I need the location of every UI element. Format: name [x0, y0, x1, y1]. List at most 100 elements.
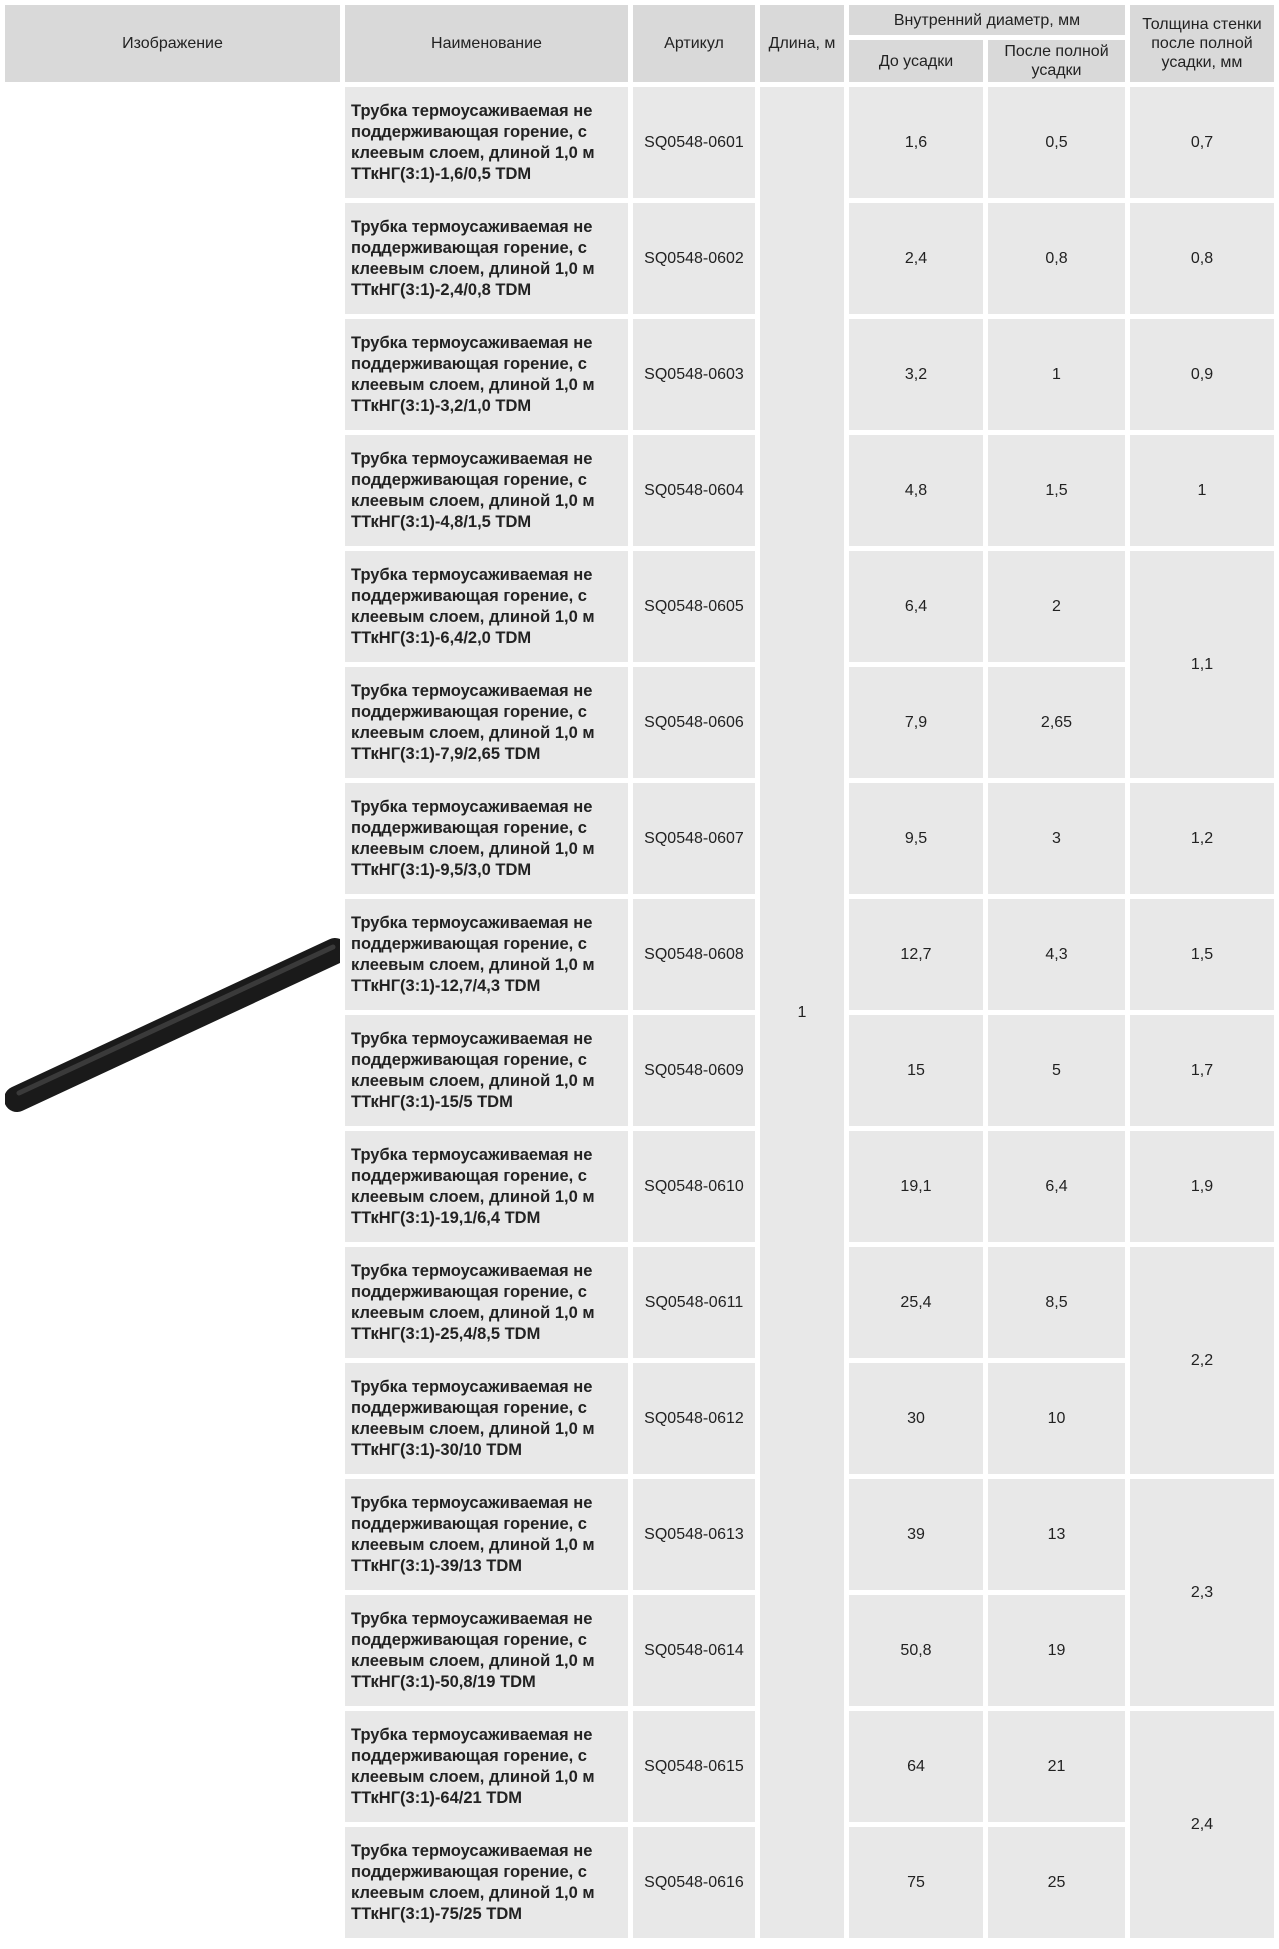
header-cell: Артикул: [633, 5, 755, 82]
after-cell: 6,4: [988, 1131, 1125, 1242]
article-cell: SQ0548-0608: [633, 899, 755, 1010]
table-row: Трубка термоусаживаемая не поддерживающа…: [5, 1247, 1274, 1474]
article-cell: SQ0548-0606: [633, 667, 755, 778]
header-cell: Толщина стенки после полной усадки, мм: [1130, 5, 1274, 82]
article-cell: SQ0548-0611: [633, 1247, 755, 1358]
before-cell: 50,8: [849, 1595, 983, 1706]
thickness-cell: 2,2: [1130, 1247, 1274, 1474]
after-cell: 25: [988, 1827, 1125, 1938]
table-row: Трубка термоусаживаемая не поддерживающа…: [5, 319, 1274, 430]
article-cell: SQ0548-0610: [633, 1131, 755, 1242]
article-cell: SQ0548-0601: [633, 87, 755, 198]
name-cell: Трубка термоусаживаемая не поддерживающа…: [345, 1363, 628, 1474]
before-cell: 64: [849, 1711, 983, 1822]
after-cell: 10: [988, 1363, 1125, 1474]
name-cell: Трубка термоусаживаемая не поддерживающа…: [345, 1595, 628, 1706]
table-row: Трубка термоусаживаемая не поддерживающа…: [5, 203, 1274, 314]
table-body: Трубка термоусаживаемая не поддерживающа…: [5, 87, 1274, 1938]
after-cell: 13: [988, 1479, 1125, 1590]
table-row: Трубка термоусаживаемая не поддерживающа…: [5, 1827, 1274, 1938]
name-cell: Трубка термоусаживаемая не поддерживающа…: [345, 203, 628, 314]
before-cell: 25,4: [849, 1247, 983, 1358]
name-cell: Трубка термоусаживаемая не поддерживающа…: [345, 1827, 628, 1938]
before-cell: 75: [849, 1827, 983, 1938]
table-row: Трубка термоусаживаемая не поддерживающа…: [5, 551, 1274, 778]
before-cell: 2,4: [849, 203, 983, 314]
after-cell: 2,65: [988, 667, 1125, 778]
table-row: Трубка термоусаживаемая не поддерживающа…: [5, 1479, 1274, 1706]
article-cell: SQ0548-0615: [633, 1711, 755, 1822]
name-cell: Трубка термоусаживаемая не поддерживающа…: [345, 87, 628, 198]
table-row: Трубка термоусаживаемая не поддерживающа…: [5, 435, 1274, 546]
after-cell: 1,5: [988, 435, 1125, 546]
article-cell: SQ0548-0605: [633, 551, 755, 662]
name-cell: Трубка термоусаживаемая не поддерживающа…: [345, 1479, 628, 1590]
thickness-cell: 1,9: [1130, 1131, 1274, 1242]
header-cell: Внутренний диаметр, мм: [849, 5, 1125, 35]
thickness-cell: 1,1: [1130, 551, 1274, 778]
table-row: Трубка термоусаживаемая не поддерживающа…: [5, 1711, 1274, 1938]
article-cell: SQ0548-0616: [633, 1827, 755, 1938]
before-cell: 19,1: [849, 1131, 983, 1242]
name-cell: Трубка термоусаживаемая не поддерживающа…: [345, 551, 628, 662]
name-cell: Трубка термоусаживаемая не поддерживающа…: [345, 1131, 628, 1242]
table-row: Трубка термоусаживаемая не поддерживающа…: [5, 899, 1274, 1010]
table-row: Трубка термоусаживаемая не поддерживающа…: [5, 87, 1274, 1938]
name-cell: Трубка термоусаживаемая не поддерживающа…: [345, 783, 628, 894]
before-cell: 3,2: [849, 319, 983, 430]
name-cell: Трубка термоусаживаемая не поддерживающа…: [345, 899, 628, 1010]
table-row: Трубка термоусаживаемая не поддерживающа…: [5, 1595, 1274, 1706]
tube: [5, 938, 340, 1112]
name-cell: Трубка термоусаживаемая не поддерживающа…: [345, 435, 628, 546]
after-cell: 19: [988, 1595, 1125, 1706]
tube-highlight: [16, 944, 336, 1096]
article-cell: SQ0548-0607: [633, 783, 755, 894]
article-cell: SQ0548-0612: [633, 1363, 755, 1474]
after-cell: 2: [988, 551, 1125, 662]
thickness-cell: 1,2: [1130, 783, 1274, 894]
name-cell: Трубка термоусаживаемая не поддерживающа…: [345, 1015, 628, 1126]
header-cell: До усадки: [849, 40, 983, 82]
thickness-cell: 0,8: [1130, 203, 1274, 314]
header-cell: После полной усадки: [988, 40, 1125, 82]
thickness-cell: 2,4: [1130, 1711, 1274, 1938]
article-cell: SQ0548-0603: [633, 319, 755, 430]
table-row: Трубка термоусаживаемая не поддерживающа…: [5, 667, 1274, 778]
article-cell: SQ0548-0609: [633, 1015, 755, 1126]
thickness-cell: 0,7: [1130, 87, 1274, 198]
before-cell: 1,6: [849, 87, 983, 198]
after-cell: 21: [988, 1711, 1125, 1822]
name-cell: Трубка термоусаживаемая не поддерживающа…: [345, 1247, 628, 1358]
before-cell: 39: [849, 1479, 983, 1590]
thickness-cell: 1,7: [1130, 1015, 1274, 1126]
after-cell: 5: [988, 1015, 1125, 1126]
name-cell: Трубка термоусаживаемая не поддерживающа…: [345, 667, 628, 778]
before-cell: 9,5: [849, 783, 983, 894]
article-cell: SQ0548-0613: [633, 1479, 755, 1590]
thickness-cell: 1,5: [1130, 899, 1274, 1010]
thickness-cell: 2,3: [1130, 1479, 1274, 1706]
article-cell: SQ0548-0602: [633, 203, 755, 314]
before-cell: 12,7: [849, 899, 983, 1010]
article-cell: SQ0548-0614: [633, 1595, 755, 1706]
table-row: Трубка термоусаживаемая не поддерживающа…: [5, 1131, 1274, 1242]
header-cell: Изображение: [5, 5, 340, 82]
name-cell: Трубка термоусаживаемая не поддерживающа…: [345, 319, 628, 430]
header-cell: Длина, м: [760, 5, 844, 82]
image-cell: [5, 87, 340, 1938]
before-cell: 30: [849, 1363, 983, 1474]
product-image: [5, 938, 340, 1112]
table-row: Трубка термоусаживаемая не поддерживающа…: [5, 1015, 1274, 1126]
after-cell: 4,3: [988, 899, 1125, 1010]
thickness-cell: 0,9: [1130, 319, 1274, 430]
table-row: Трубка термоусаживаемая не поддерживающа…: [5, 1363, 1274, 1474]
thickness-cell: 1: [1130, 435, 1274, 546]
after-cell: 1: [988, 319, 1125, 430]
after-cell: 0,5: [988, 87, 1125, 198]
after-cell: 8,5: [988, 1247, 1125, 1358]
before-cell: 6,4: [849, 551, 983, 662]
after-cell: 3: [988, 783, 1125, 894]
before-cell: 15: [849, 1015, 983, 1126]
before-cell: 4,8: [849, 435, 983, 546]
